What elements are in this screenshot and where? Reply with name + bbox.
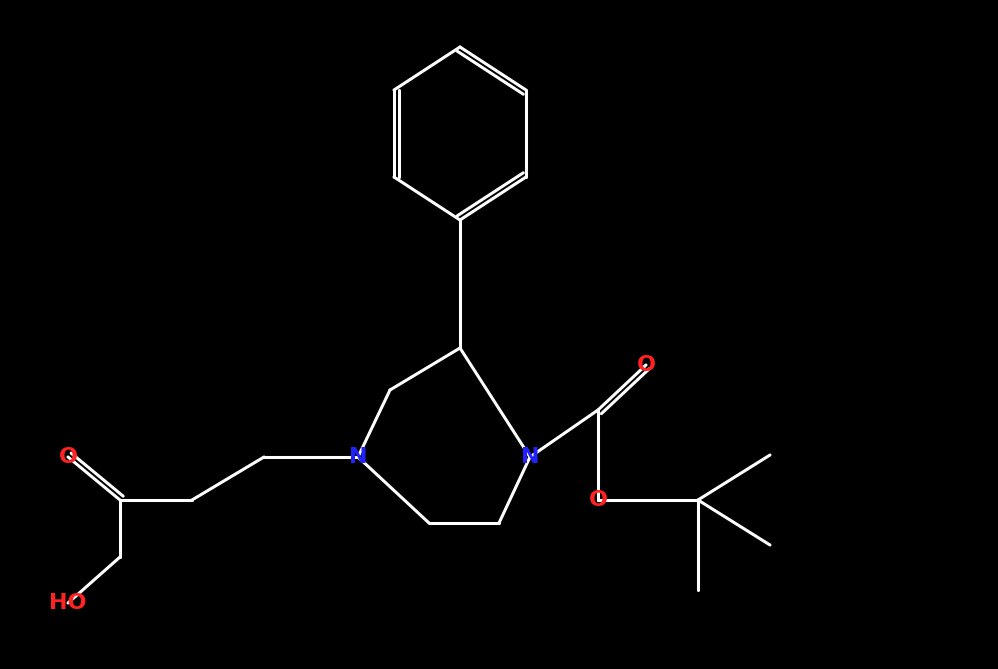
Text: O: O [589, 490, 608, 510]
Text: O: O [637, 355, 656, 375]
Text: HO: HO [49, 593, 87, 613]
Text: N: N [348, 447, 367, 467]
Text: N: N [521, 447, 539, 467]
Text: O: O [59, 447, 78, 467]
